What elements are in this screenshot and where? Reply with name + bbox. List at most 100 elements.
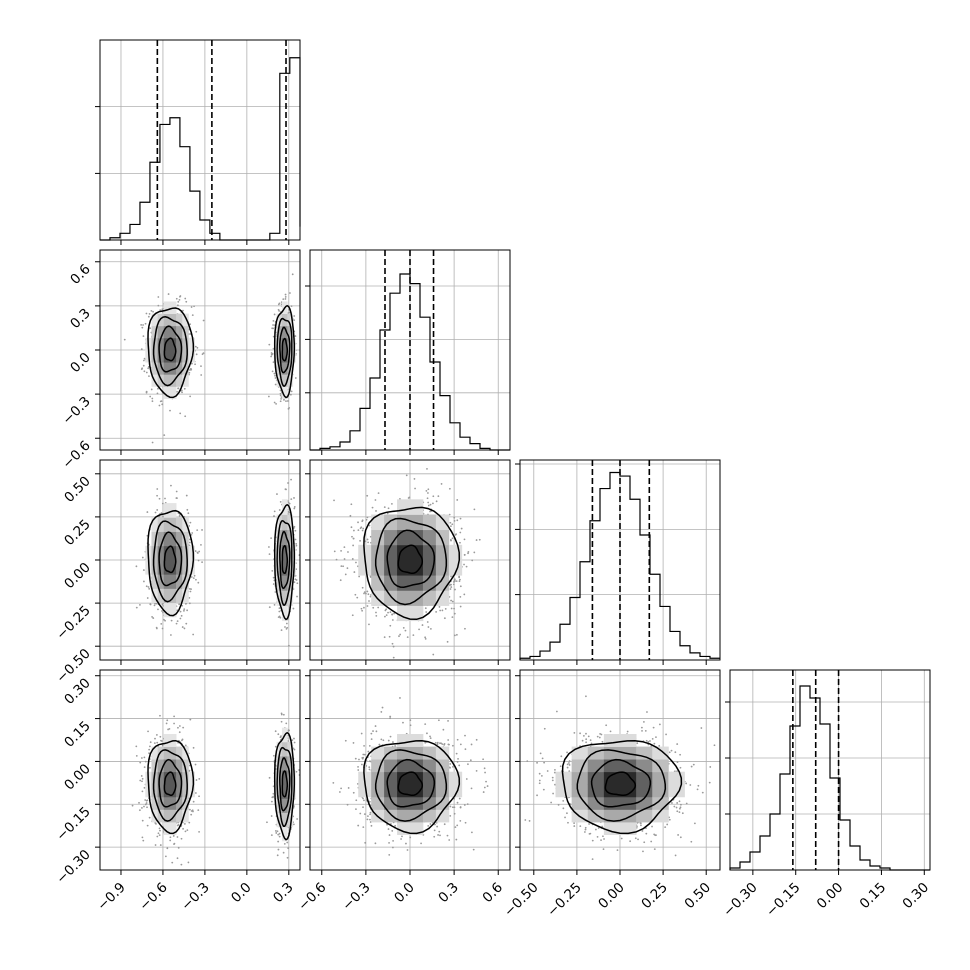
density-cell [157,517,165,532]
scatter-point [153,742,156,745]
scatter-point [279,392,282,395]
scatter-point [354,757,357,760]
density-cell [151,350,159,363]
density-cell [284,374,288,387]
scatter-point [459,595,462,598]
density-cell [169,517,177,532]
scatter-point [367,815,369,818]
density-cell [384,514,398,531]
scatter-point [146,799,149,802]
scatter-point [676,761,679,764]
scatter-point [289,292,291,294]
scatter-point [156,488,159,490]
scatter-point [274,830,277,832]
scatter-point [295,544,298,547]
scatter-point [450,575,452,578]
scatter-point [356,596,359,599]
density-cell [284,362,288,375]
contour-line [363,739,461,835]
scatter-point [583,831,586,833]
scatter-point [475,769,478,772]
density-cell [276,337,280,351]
contour-line [158,325,183,373]
scatter-point [161,603,164,606]
scatter-point [392,741,394,743]
scatter-point [181,604,184,607]
density-cell [287,770,291,785]
scatter-point [144,803,147,806]
scatter-point [554,768,556,771]
density-cell [182,313,189,327]
density-cell [397,575,411,591]
density-cell [281,727,286,743]
histogram-step [100,57,301,241]
density-cell [169,362,177,375]
scatter-point [679,806,682,809]
scatter-point [189,521,192,524]
scatter-point [293,315,296,317]
scatter-point [579,732,581,735]
density-cell [384,784,398,798]
scatter-point [148,375,150,377]
scatter-point [140,775,143,777]
contour-line [147,739,195,835]
scatter-point [189,808,191,811]
scatter-point [141,777,144,780]
density-cell [435,590,450,606]
scatter-point [197,559,200,562]
scatter-point [157,387,159,390]
scatter-point [146,806,148,809]
scatter-point [692,763,695,766]
pair-panel-0-2 [95,459,301,665]
scatter-point [357,769,360,771]
scatter-point [453,607,455,610]
scatter-point [277,840,280,843]
scatter-point [364,841,367,844]
scatter-point [293,737,295,740]
scatter-point [352,742,355,744]
scatter-point [150,388,153,391]
scatter-point [358,758,360,761]
scatter-point [540,774,543,777]
scatter-point [441,609,444,612]
scatter-point [141,807,143,809]
scatter-point [140,348,143,351]
scatter-point [456,824,459,827]
contour-line [152,520,188,603]
scatter-point [178,298,181,301]
scatter-point [439,834,441,837]
contour-line [276,317,293,387]
scatter-point [268,343,271,346]
scatter-point [485,780,487,783]
scatter-point [459,743,462,746]
scatter-point [708,781,711,784]
scatter-point [399,633,402,636]
scatter-point [279,389,282,392]
scatter-point [154,737,156,740]
scatter-point [151,615,153,618]
scatter-point [287,501,290,504]
scatter-point [172,835,175,837]
scatter-point [366,516,369,519]
scatter-point [151,400,154,403]
scatter-point [375,611,377,614]
density-cell [169,386,177,399]
scatter-point [355,561,357,564]
scatter-point [573,825,576,827]
scatter-point [400,838,402,840]
density-cell [284,386,288,399]
scatter-point [176,497,178,500]
scatter-point [280,397,283,400]
density-cell [182,337,189,351]
scatter-point [176,390,178,393]
scatter-point [157,608,159,611]
scatter-point [528,820,531,822]
scatter-point [406,849,409,851]
scatter-point [354,593,357,596]
scatter-point [584,828,587,831]
scatter-point [165,722,168,725]
density-cell [397,605,411,622]
density-cell [410,605,424,622]
scatter-point [276,830,279,833]
scatter-point [382,739,385,742]
